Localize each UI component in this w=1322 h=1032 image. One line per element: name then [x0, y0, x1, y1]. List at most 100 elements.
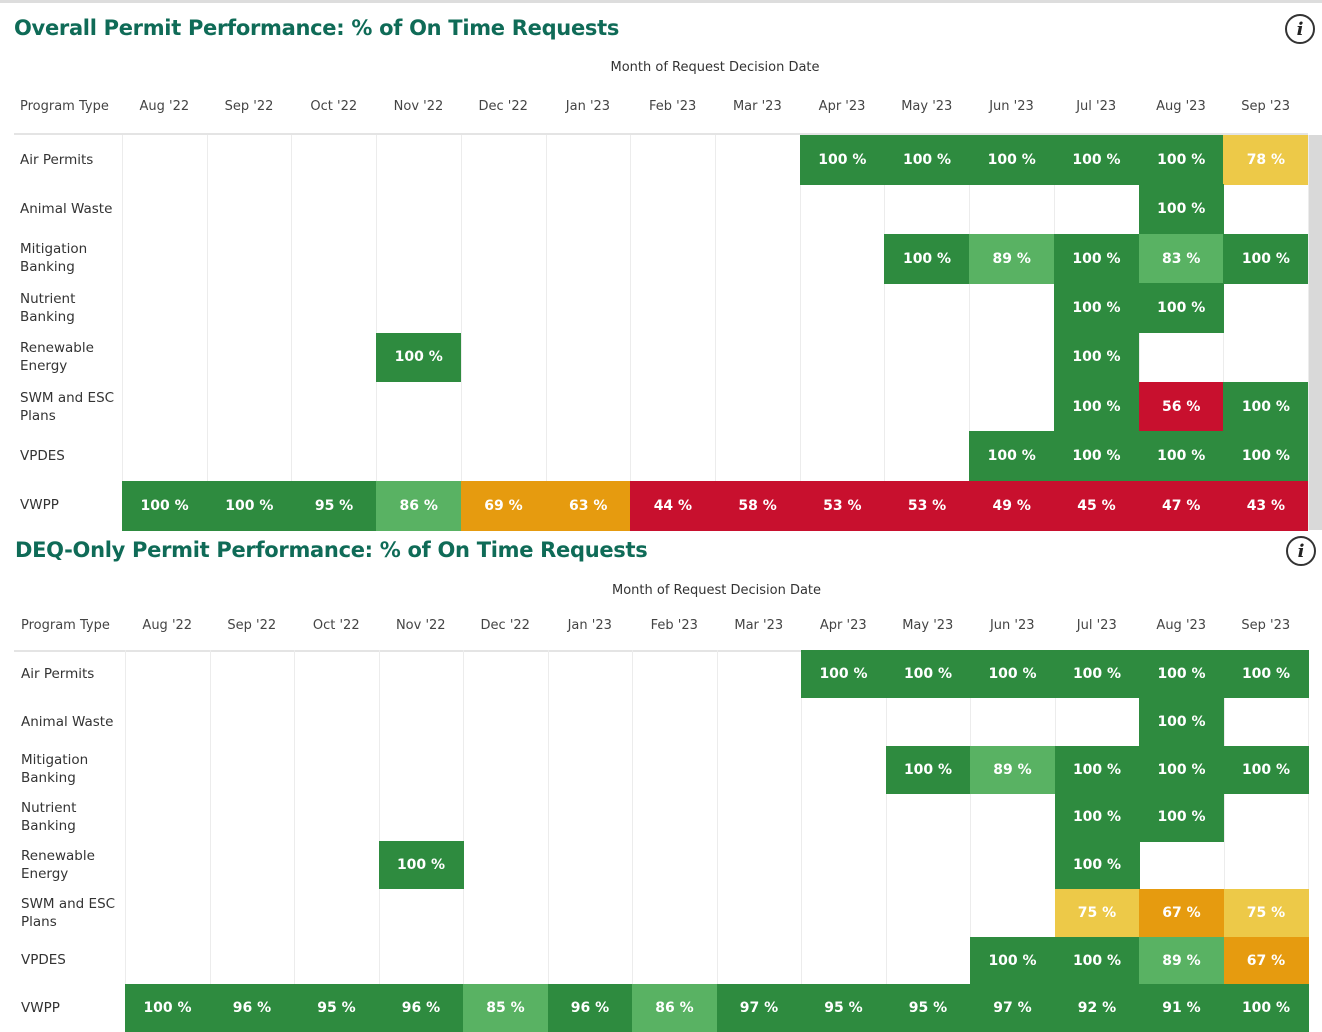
column-divider	[545, 135, 547, 530]
heat-cell: 100 %	[1223, 233, 1309, 284]
heat-cell: 96 %	[547, 984, 633, 1032]
heat-cell: 100 %	[1138, 283, 1224, 333]
heat-cell: 100 %	[970, 936, 1055, 985]
heat-cell: 100 %	[885, 745, 971, 794]
column-divider	[460, 135, 462, 530]
heat-cell: 100 %	[1054, 745, 1140, 794]
row-label: Renewable Energy	[20, 333, 118, 382]
column-label: Sep '22	[224, 99, 274, 114]
heat-cell: 47 %	[1138, 480, 1224, 531]
heat-cell: 86 %	[376, 480, 462, 531]
heat-cell: 75 %	[1223, 888, 1309, 937]
column-divider	[969, 135, 971, 530]
panel-title: Overall Permit Performance: % of On Time…	[14, 16, 620, 40]
column-label: May '23	[902, 618, 954, 633]
heat-cell: 53 %	[799, 480, 885, 531]
row-header: Program Type	[21, 618, 110, 633]
heat-cell: 100 %	[1054, 841, 1140, 890]
heat-cell: 96 %	[378, 984, 464, 1032]
top-border	[0, 0, 1322, 3]
heat-cell: 89 %	[1139, 936, 1224, 985]
heat-cell: 100 %	[969, 135, 1055, 185]
heat-cell: 100 %	[1223, 984, 1309, 1032]
info-icon[interactable]: i	[1285, 14, 1315, 44]
heat-cell: 92 %	[1054, 984, 1140, 1032]
column-label: Mar '23	[734, 618, 784, 633]
column-divider	[716, 650, 718, 1032]
column-divider	[630, 135, 632, 530]
heat-cell: 97 %	[716, 984, 802, 1032]
column-label: Jan '23	[567, 618, 612, 633]
column-divider	[1223, 135, 1225, 530]
heat-cell: 100 %	[884, 135, 970, 185]
x-axis-label: Month of Request Decision Date	[611, 583, 822, 598]
heat-cell: 100 %	[884, 233, 970, 284]
heat-cell: 100 %	[1223, 650, 1309, 699]
row-label: Air Permits	[20, 135, 118, 184]
column-label: Sep '23	[1241, 99, 1290, 114]
column-label: Mar '23	[732, 99, 782, 114]
heat-cell: 63 %	[545, 480, 631, 531]
heat-cell: 91 %	[1139, 984, 1224, 1032]
heat-cell: 100 %	[1053, 283, 1140, 333]
scrollbar	[1308, 135, 1322, 530]
column-divider	[1223, 650, 1225, 1032]
row-label: Renewable Energy	[21, 841, 119, 889]
row-label-text: Nutrient Banking	[20, 290, 76, 325]
row-label-text: Animal Waste	[20, 201, 113, 218]
heat-cell: 75 %	[1054, 888, 1140, 937]
info-icon[interactable]: i	[1286, 536, 1316, 566]
column-label: Feb '23	[649, 99, 697, 114]
heat-cell: 100 %	[1054, 650, 1140, 699]
column-divider	[1308, 135, 1309, 530]
heat-cell: 100 %	[1138, 184, 1224, 235]
column-divider	[291, 135, 293, 530]
column-label: Jul '23	[1076, 618, 1117, 633]
column-label: Nov '22	[393, 99, 444, 114]
column-label: Jun '23	[989, 99, 1034, 114]
heat-cell: 100 %	[1223, 745, 1309, 794]
column-label: Jun '23	[989, 618, 1035, 633]
heat-cell: 56 %	[1138, 381, 1224, 432]
column-label: Aug '22	[139, 99, 190, 114]
column-divider	[885, 650, 887, 1032]
row-label: VPDES	[20, 431, 118, 480]
heat-cell: 45 %	[1053, 480, 1140, 531]
row-label: Animal Waste	[21, 698, 119, 746]
row-label-text: Air Permits	[20, 151, 94, 168]
heat-cell: 100 %	[1138, 135, 1224, 185]
column-label: Apr '23	[819, 618, 867, 633]
column-label: Apr '23	[818, 99, 866, 114]
column-label: Aug '22	[142, 618, 193, 633]
row-label-text: Animal Waste	[21, 713, 114, 730]
heat-cell: 100 %	[801, 650, 886, 699]
column-label: Jul '23	[1076, 99, 1117, 114]
column-label: Feb '23	[650, 618, 698, 633]
row-label-text: Mitigation Banking	[20, 241, 88, 276]
column-label: Aug '23	[1156, 99, 1206, 114]
heat-cell: 100 %	[969, 431, 1055, 482]
column-divider	[1308, 650, 1309, 1032]
column-divider	[122, 135, 123, 530]
column-label: Jan '23	[565, 99, 611, 114]
column-divider	[463, 650, 464, 1032]
heat-cell: 100 %	[1139, 650, 1224, 699]
row-label: Animal Waste	[20, 184, 118, 233]
heat-cell: 58 %	[715, 480, 801, 531]
column-label: Nov '22	[395, 618, 446, 633]
column-divider	[715, 135, 716, 530]
heat-cell: 100 %	[1054, 793, 1140, 842]
row-label: SWM and ESC Plans	[21, 889, 119, 937]
row-label: VWPP	[20, 481, 118, 530]
header-line	[14, 133, 1308, 135]
column-label: May '23	[901, 99, 953, 114]
column-divider	[547, 650, 549, 1032]
heat-cell: 69 %	[460, 480, 547, 531]
heat-cell: 100 %	[1053, 431, 1140, 482]
column-divider	[125, 650, 126, 1032]
heat-cell: 85 %	[463, 984, 548, 1032]
heat-cell: 100 %	[1053, 332, 1140, 383]
heat-cell: 100 %	[1138, 431, 1224, 482]
column-label: Sep '22	[227, 618, 277, 633]
heat-cell: 83 %	[1138, 233, 1224, 284]
